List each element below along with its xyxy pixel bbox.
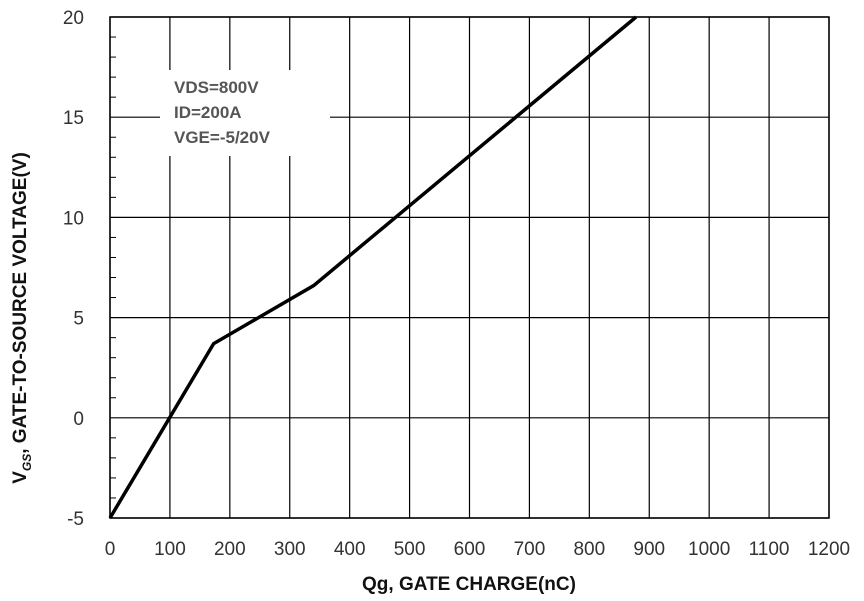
y-axis-title: VGS, GATE-TO-SOURCE VOLTAGE(V) — [10, 152, 34, 484]
x-tick-label: 100 — [154, 539, 186, 560]
y-tick-label: 5 — [73, 309, 84, 330]
annotation-vds: VDS=800V — [174, 78, 259, 97]
series-line-0 — [108, 15, 638, 519]
x-axis-title: Qg, GATE CHARGE(nC) — [362, 574, 576, 595]
x-tick-label: 200 — [214, 539, 246, 560]
y-tick-label: 15 — [63, 108, 84, 129]
annotation-background — [160, 70, 330, 156]
x-tick-labels: 0 100 200 300 400 500 600 700 800 900 1000 1100 1200 — [105, 539, 850, 560]
x-tick-label: 500 — [394, 539, 426, 560]
x-tick-label: 400 — [334, 539, 366, 560]
y-axis-title-v: V — [10, 471, 31, 484]
plot-frame — [109, 16, 830, 519]
y-tick-labels: -5 0 5 10 15 20 — [63, 8, 84, 530]
y-tick-label: 0 — [73, 409, 84, 430]
y-tick-label: 20 — [63, 8, 84, 29]
y-axis-title-rest: , GATE-TO-SOURCE VOLTAGE(V) — [10, 152, 31, 454]
x-tick-label: 1200 — [808, 539, 850, 560]
x-tick-label: 600 — [454, 539, 486, 560]
annotation-id: ID=200A — [174, 103, 242, 122]
x-tick-label: 0 — [105, 539, 116, 560]
minor-ticks — [110, 36, 116, 499]
annotation-vge: VGE=-5/20V — [174, 128, 271, 147]
x-tick-label: 300 — [274, 539, 306, 560]
x-tick-label: 1100 — [749, 539, 790, 560]
x-tick-label: 900 — [633, 539, 665, 560]
y-tick-label: -5 — [67, 509, 84, 530]
x-tick-label: 1000 — [688, 539, 730, 560]
series-layer — [108, 15, 638, 519]
y-tick-label: 10 — [63, 208, 84, 229]
annotation-box: VDS=800V ID=200A VGE=-5/20V — [160, 70, 330, 156]
x-tick-label: 700 — [514, 539, 546, 560]
y-axis-title-subscript: GS — [20, 454, 34, 471]
x-tick-label: 800 — [573, 539, 605, 560]
